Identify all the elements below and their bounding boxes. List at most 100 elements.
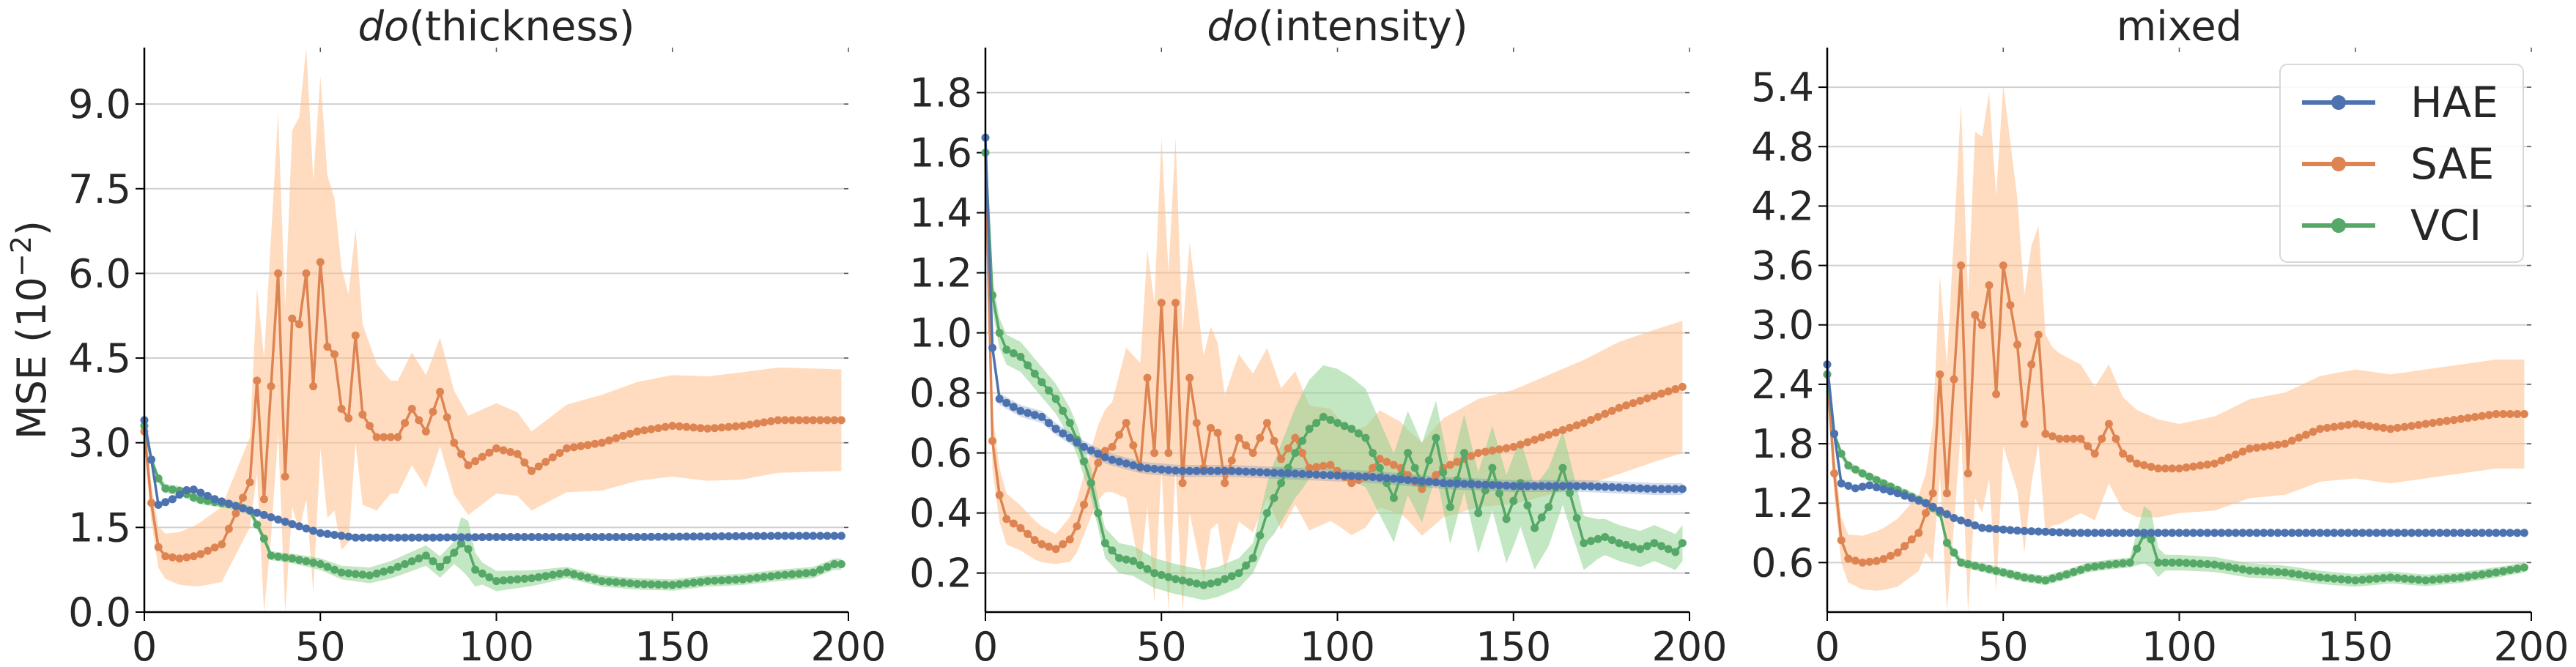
point-sae — [1922, 509, 1930, 518]
point-sae — [802, 416, 810, 425]
point-sae — [1045, 543, 1053, 551]
point-sae — [168, 553, 177, 562]
point-vci — [2238, 565, 2247, 574]
point-hae — [1837, 479, 1846, 488]
point-sae — [1164, 449, 1173, 458]
point-vci — [2182, 559, 2191, 567]
point-hae — [1256, 468, 1265, 477]
point-hae — [1291, 469, 1300, 478]
point-sae — [1270, 436, 1278, 445]
point-sae — [577, 441, 585, 450]
point-sae — [443, 413, 451, 422]
point-hae — [788, 532, 796, 540]
point-sae — [189, 552, 198, 561]
point-vci — [1650, 539, 1659, 548]
point-hae — [1830, 430, 1839, 438]
point-sae — [1157, 299, 1166, 308]
point-sae — [746, 420, 754, 429]
point-vci — [781, 570, 789, 579]
point-vci — [471, 565, 480, 574]
point-hae — [1319, 471, 1328, 480]
point-hae — [1432, 478, 1440, 487]
point-hae — [1502, 481, 1511, 490]
point-hae — [1389, 474, 1398, 483]
point-vci — [492, 577, 500, 586]
point-vci — [1262, 509, 1271, 518]
point-vci — [450, 548, 459, 557]
point-hae — [1340, 472, 1349, 480]
point-hae — [168, 495, 177, 504]
point-sae — [2013, 340, 2021, 349]
point-sae — [1985, 281, 1994, 290]
point-sae — [1942, 489, 1951, 498]
point-hae — [1566, 482, 1574, 491]
point-hae — [175, 491, 184, 499]
point-hae — [1065, 433, 1074, 442]
point-vci — [1851, 465, 1859, 474]
point-hae — [696, 532, 705, 541]
point-hae — [995, 395, 1004, 403]
point-vci — [2273, 567, 2282, 576]
x-tick-label: 50 — [1978, 624, 2029, 667]
point-hae — [1844, 482, 1853, 490]
y-tick-label: 6.0 — [68, 250, 131, 297]
point-hae — [2302, 529, 2310, 537]
point-sae — [2161, 464, 2169, 473]
y-tick-label: 2.4 — [1751, 362, 1814, 408]
point-hae — [802, 532, 810, 540]
point-vci — [1502, 515, 1511, 523]
point-sae — [1129, 441, 1138, 450]
y-axis-label: MSE (10−2) — [5, 220, 55, 439]
point-vci — [1657, 542, 1666, 551]
point-hae — [1858, 482, 1867, 491]
point-hae — [2351, 529, 2360, 537]
point-sae — [809, 416, 818, 425]
point-vci — [1446, 503, 1454, 511]
point-sae — [1024, 529, 1032, 538]
point-hae — [1446, 479, 1454, 488]
point-sae — [2006, 301, 2015, 310]
point-sae — [591, 439, 599, 448]
point-vci — [1129, 556, 1138, 565]
point-hae — [232, 502, 240, 510]
point-vci — [358, 570, 367, 579]
point-hae — [1636, 484, 1645, 493]
point-vci — [1523, 501, 1532, 510]
point-vci — [302, 557, 311, 566]
point-hae — [1516, 482, 1525, 491]
point-sae — [2034, 330, 2043, 339]
point-hae — [471, 533, 480, 542]
point-vci — [1424, 456, 1433, 465]
point-hae — [2013, 526, 2021, 535]
point-sae — [1594, 412, 1602, 421]
y-tick-label: 4.5 — [68, 335, 131, 381]
point-sae — [204, 546, 212, 555]
point-vci — [1369, 449, 1377, 458]
point-vci — [2506, 566, 2514, 574]
point-vci — [168, 485, 177, 494]
point-sae — [154, 543, 163, 551]
point-hae — [1971, 521, 1980, 530]
point-sae — [2323, 423, 2331, 432]
point-sae — [372, 433, 381, 441]
point-vci — [1354, 429, 1363, 438]
point-vci — [703, 577, 712, 586]
point-vci — [1879, 479, 1888, 488]
x-tick-label: 100 — [1300, 624, 1375, 667]
point-vci — [323, 562, 332, 571]
point-sae — [1150, 449, 1159, 458]
point-hae — [2499, 529, 2508, 537]
point-vci — [2337, 575, 2345, 584]
point-sae — [1872, 556, 1881, 565]
point-hae — [1277, 469, 1286, 477]
point-hae — [1671, 485, 1680, 493]
point-hae — [2506, 529, 2514, 537]
point-sae — [330, 350, 338, 359]
point-hae — [2125, 529, 2134, 537]
point-vci — [1235, 569, 1243, 578]
point-hae — [1248, 468, 1257, 476]
point-vci — [2090, 562, 2099, 571]
point-hae — [1424, 477, 1433, 486]
point-sae — [2246, 444, 2254, 453]
point-vci — [2492, 568, 2501, 577]
